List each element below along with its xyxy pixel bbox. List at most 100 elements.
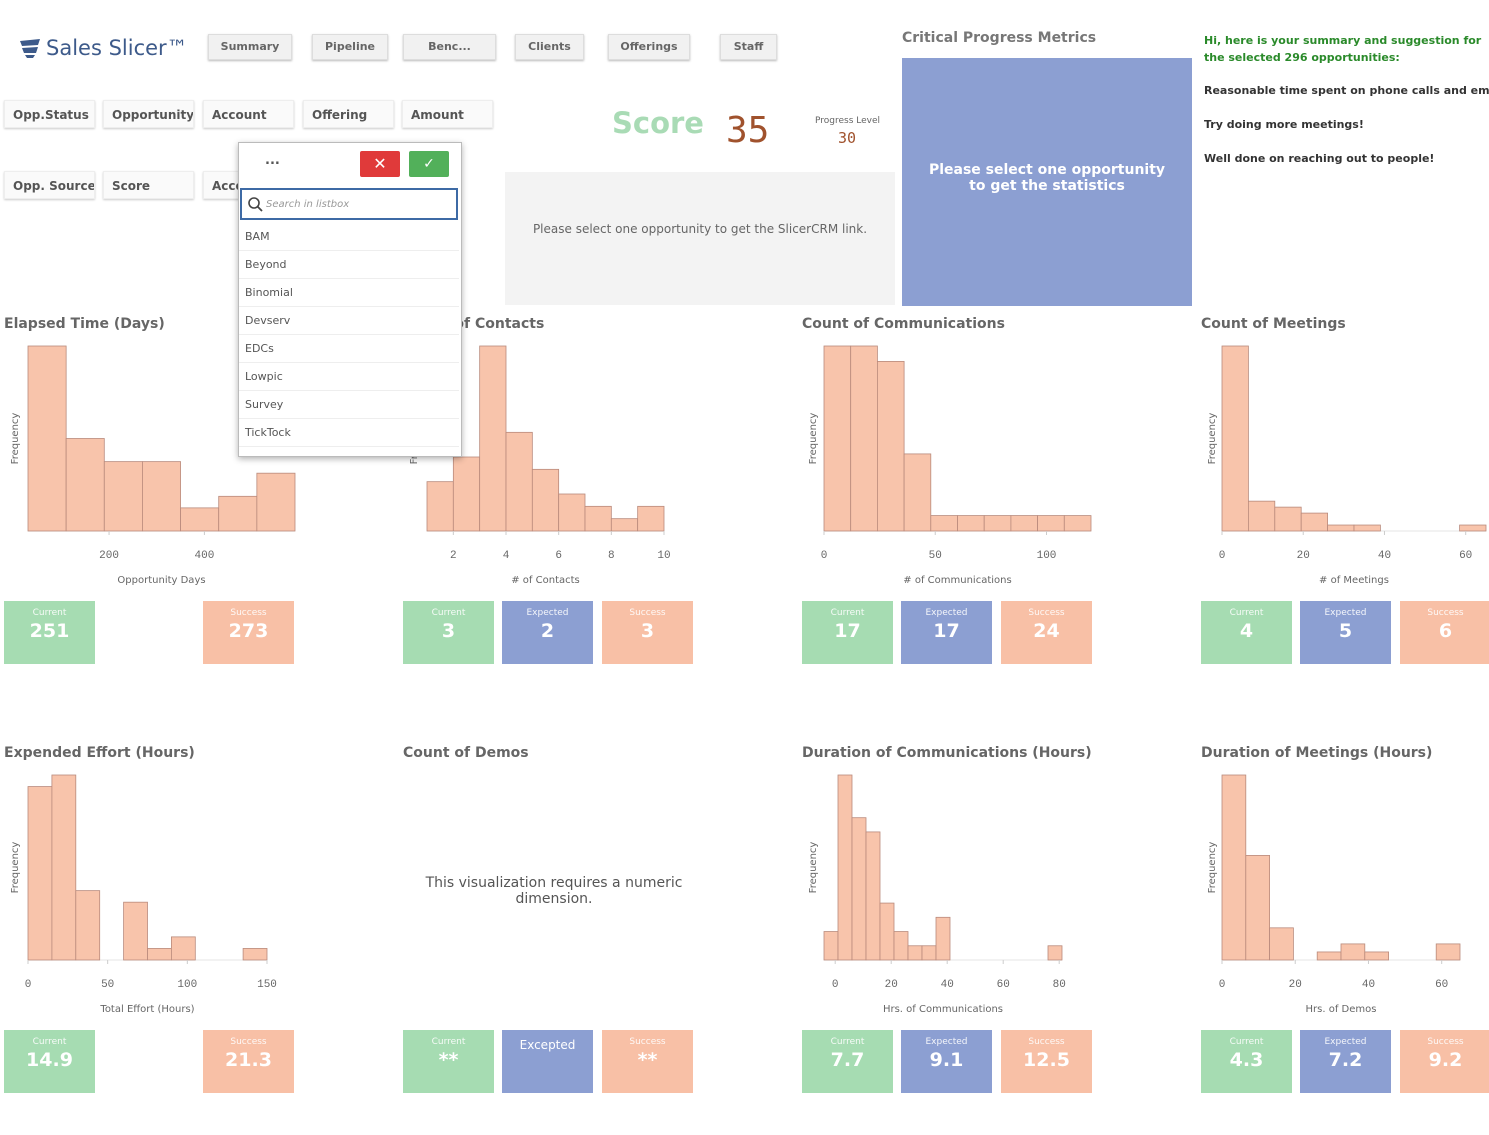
kpi-value: 24 — [1033, 620, 1060, 642]
histogram-bar — [930, 515, 958, 532]
histogram-bar — [837, 774, 853, 961]
kpi-value: 2 — [540, 620, 555, 642]
kpi-label: Expected — [925, 608, 968, 618]
listbox-item[interactable]: BAM — [239, 223, 459, 251]
nav-button[interactable]: Staff — [720, 34, 777, 60]
panel-title: Count of Demos — [403, 745, 529, 761]
kpi-label: Expected — [1324, 608, 1367, 618]
histogram-bar — [452, 456, 481, 532]
filter-box[interactable]: Opp.Status — [4, 100, 95, 128]
nav-button[interactable]: Benc... — [403, 34, 496, 60]
kpi-value: 4 — [1239, 620, 1254, 642]
kpi-label: Success — [1028, 608, 1065, 618]
listbox-items: BAM Beyond Binomial Devserv EDCs Lowpic Survey… — [239, 223, 459, 447]
x-tick-label: 400 — [195, 550, 215, 562]
filter-box[interactable]: Offering — [303, 100, 394, 128]
histogram-bar — [142, 461, 181, 532]
kpi-box: Success 24 — [1001, 601, 1092, 664]
search-box[interactable]: Search in listbox — [240, 188, 458, 220]
panel-title: Elapsed Time (Days) — [4, 316, 165, 332]
nav-button[interactable]: Offerings — [608, 34, 690, 60]
histogram-bar — [531, 468, 560, 532]
progress-value: 30 — [838, 129, 857, 147]
kpi-box: Current 7.7 — [802, 1030, 893, 1093]
filter-box[interactable]: Opportunity — [103, 100, 194, 128]
summary-line: Reasonable time spent on phone calls and… — [1204, 84, 1489, 97]
x-tick-label: 2 — [450, 550, 457, 562]
x-axis-label: Total Effort (Hours) — [99, 1004, 194, 1015]
kpi-label: Current — [32, 1037, 67, 1047]
kpi-value: 21.3 — [225, 1049, 272, 1071]
filter-box[interactable]: Account — [203, 100, 294, 128]
histogram-bar — [935, 916, 951, 961]
histogram-bar — [823, 345, 852, 532]
nav-button[interactable]: Pipeline — [312, 34, 388, 60]
listbox-menu[interactable]: ... — [265, 153, 280, 168]
kpi-label: Current — [32, 608, 67, 618]
kpi-label: Current — [431, 1037, 466, 1047]
confirm-button[interactable]: ✓ — [409, 151, 449, 177]
histogram-bar — [1353, 524, 1381, 532]
listbox-item[interactable]: Binomial — [239, 279, 459, 307]
x-tick-label: 100 — [177, 979, 197, 991]
x-tick-label: 8 — [608, 550, 615, 562]
x-tick-label: 40 — [941, 979, 954, 991]
logo[interactable]: Sales Slicer™ — [18, 36, 188, 60]
metrics-box: Please select one opportunity to get the… — [902, 58, 1192, 306]
score-label: Score — [612, 106, 704, 140]
histogram-bar — [1010, 515, 1039, 532]
histogram-bar — [850, 345, 878, 532]
x-tick-label: 80 — [1053, 979, 1066, 991]
kpi-box: Expected 17 — [901, 601, 992, 664]
histogram-bar — [170, 936, 196, 961]
kpi-box: Success 21.3 — [203, 1030, 294, 1093]
listbox-item[interactable]: Survey — [239, 391, 459, 419]
x-tick-label: 0 — [25, 979, 32, 991]
cancel-button[interactable]: ✕ — [360, 151, 400, 177]
histogram-bar — [1300, 512, 1328, 532]
x-tick-label: 0 — [832, 979, 839, 991]
filter-box[interactable]: Score — [103, 171, 194, 199]
histogram-bar — [256, 472, 296, 532]
histogram-bar — [242, 948, 268, 961]
nav-button[interactable]: Clients — [515, 34, 584, 60]
histogram-bar — [505, 431, 533, 532]
listbox-item[interactable]: EDCs — [239, 335, 459, 363]
listbox-item[interactable]: TickTock — [239, 419, 459, 447]
x-tick-label: 50 — [929, 550, 942, 562]
x-tick-label: 20 — [1289, 979, 1302, 991]
histogram-bar — [147, 948, 172, 961]
x-tick-label: 10 — [657, 550, 670, 562]
kpi-box: Expected 2 — [502, 601, 593, 664]
logo-icon — [20, 39, 40, 58]
filter-box[interactable]: Opp. Source — [4, 171, 95, 199]
histogram-bar — [1435, 943, 1461, 961]
panel-title: Count of Meetings — [1201, 316, 1346, 332]
kpi-label: Success — [629, 608, 666, 618]
histogram-bar — [907, 945, 923, 961]
panel-title: Duration of Meetings (Hours) — [1201, 745, 1433, 761]
search-icon — [248, 197, 263, 212]
kpi-value: 7.2 — [1328, 1049, 1363, 1071]
kpi-value: ** — [637, 1049, 658, 1071]
listbox-item[interactable]: Lowpic — [239, 363, 459, 391]
kpi-value: 17 — [933, 620, 960, 642]
nav-button[interactable]: Summary — [208, 34, 292, 60]
y-axis-label: Frequency — [10, 842, 21, 894]
kpi-label: Current — [431, 608, 466, 618]
crm-panel: Please select one opportunity to get the… — [505, 172, 895, 305]
listbox-item[interactable]: Beyond — [239, 251, 459, 279]
kpi-value: 17 — [834, 620, 861, 642]
kpi-label: Success — [230, 608, 267, 618]
histogram-bar — [1364, 951, 1390, 961]
kpi-box: Excepted — [502, 1030, 593, 1093]
kpi-box: Success 9.2 — [1400, 1030, 1489, 1093]
y-axis-label: Frequency — [808, 413, 819, 465]
x-tick-label: 60 — [997, 979, 1010, 991]
kpi-value: 3 — [640, 620, 655, 642]
filter-box[interactable]: Amount — [402, 100, 493, 128]
kpi-box: Success 3 — [602, 601, 693, 664]
x-tick-label: 100 — [1037, 550, 1057, 562]
listbox-item[interactable]: Devserv — [239, 307, 459, 335]
